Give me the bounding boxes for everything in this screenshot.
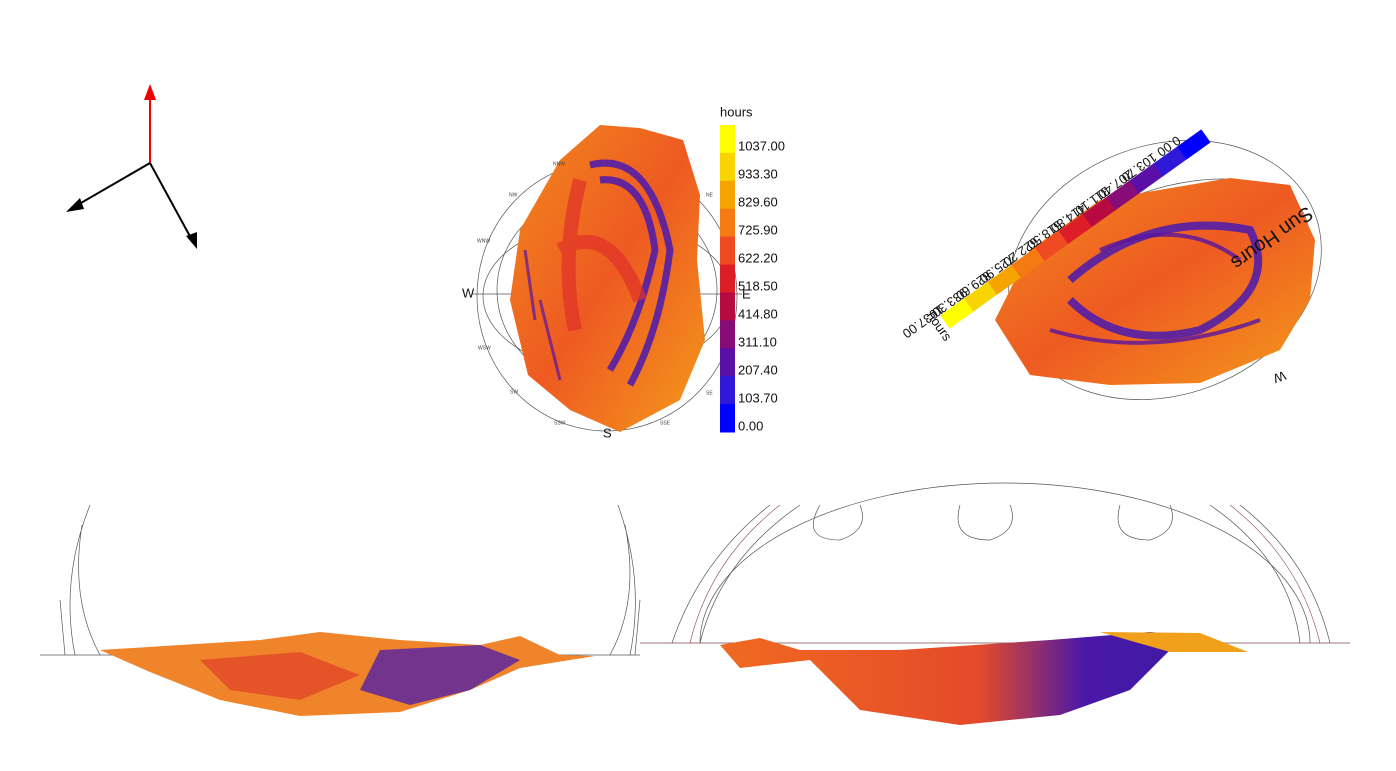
rotated-west: W (1271, 368, 1288, 387)
compass-minor: SW (510, 389, 518, 395)
legend-label: 725.90 (738, 222, 778, 237)
compass-minor: NE (706, 192, 714, 198)
legend-label: 622.20 (738, 250, 778, 265)
compass-minor: SSE (660, 420, 671, 426)
legend-swatch (720, 376, 735, 405)
compass-minor: SSW (554, 420, 566, 426)
legend-swatch (720, 180, 735, 210)
legend-swatch (720, 208, 735, 238)
legend-swatch (720, 264, 735, 293)
compass-west: W (462, 285, 475, 300)
legend-swatch (940, 298, 974, 329)
legend-swatch (1177, 129, 1211, 160)
legend-swatch (1011, 247, 1045, 278)
legend: 1037.00 933.30 829.60 725.90 622.20 518.50 414… (720, 125, 785, 433)
legend-label: 829.60 (738, 194, 778, 209)
legend-swatch (720, 125, 735, 154)
minor-labels: NNW NW WNW WSW SW SSW SSE SE NE (477, 161, 714, 426)
legend-swatch (720, 348, 735, 377)
legend-swatch (720, 404, 735, 433)
legend-swatch (1058, 213, 1093, 245)
legend-label: 1037.00 (738, 138, 785, 153)
legend-swatch (987, 264, 1022, 295)
top-view (472, 125, 742, 432)
legend-swatch (720, 320, 735, 349)
legend-swatch (1106, 180, 1140, 211)
legend-title: hours (720, 104, 753, 119)
legend-label: 0.00 (738, 418, 763, 433)
legend-swatch (720, 152, 735, 182)
compass-minor: NNW (553, 161, 565, 167)
legend-label: 103.70 (738, 390, 778, 405)
legend-label: 207.40 (738, 362, 778, 377)
compass-minor: NW (509, 192, 518, 198)
legend-label: 414.80 (738, 306, 778, 321)
legend-label: 311.10 (738, 334, 777, 349)
axes-gizmo (66, 84, 197, 249)
compass-minor: WNW (477, 238, 490, 244)
legend-swatch (1153, 146, 1187, 177)
legend-swatch (720, 236, 735, 266)
section-left (40, 504, 641, 716)
compass-east: E (742, 286, 751, 301)
legend-swatch (1035, 230, 1069, 261)
legend-swatch (1129, 163, 1164, 194)
legend-label: 518.50 (738, 278, 778, 293)
compass-minor: SE (706, 390, 713, 396)
legend-label: 933.30 (738, 166, 778, 181)
compass-minor: WSW (478, 345, 491, 351)
legend-swatch (720, 292, 735, 321)
legend-swatch (1082, 196, 1116, 228)
legend-swatch (964, 281, 998, 312)
section-right (640, 482, 1350, 725)
compass-south: S (603, 425, 612, 440)
